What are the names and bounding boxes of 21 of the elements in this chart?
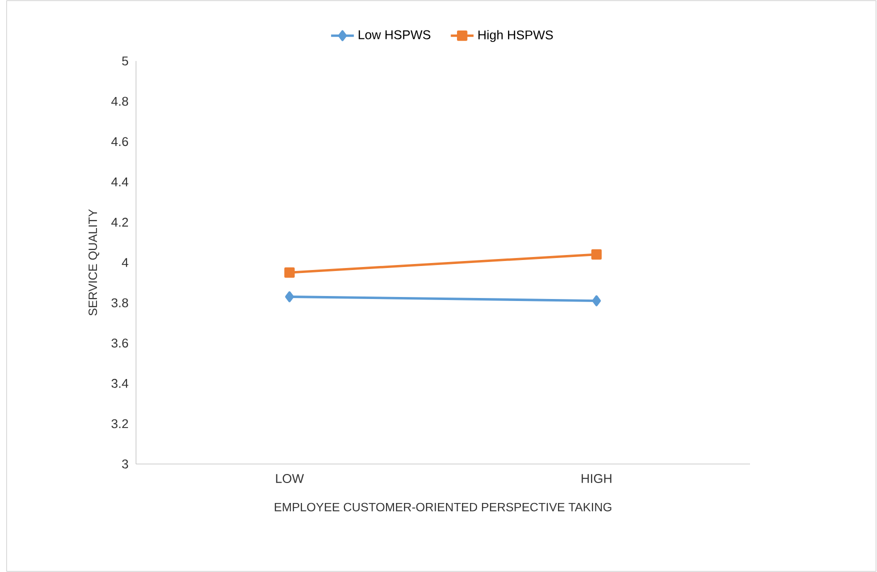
x-axis-title: EMPLOYEE CUSTOMER-ORIENTED PERSPECTIVE TAKING	[274, 502, 612, 512]
legend-label: Low HSPWS	[358, 30, 430, 40]
point	[592, 295, 601, 306]
y-tick-label: 4.6	[111, 137, 128, 146]
y-tick-label: 3.4	[112, 378, 128, 388]
point	[284, 267, 295, 278]
y-tick-label: 4.8	[111, 96, 128, 106]
legend-label: High HSPWS	[478, 30, 553, 42]
x-tick-label: HIGH	[582, 474, 612, 484]
y-tick-label: 3.6	[112, 338, 128, 348]
y-tick-label: 3.8	[112, 298, 128, 308]
point	[285, 291, 294, 302]
y-tick-label: 3	[122, 460, 128, 468]
y-tick-label: 5	[122, 56, 128, 66]
x-tick-label: LOW	[276, 474, 304, 484]
y-axis-title: SERVICE QUALITY	[88, 209, 100, 316]
point	[591, 249, 602, 260]
y-tick-label: 4.2	[111, 218, 128, 227]
y-tick-label: 4.4	[111, 178, 128, 186]
y-tick-label: 4	[122, 258, 128, 267]
y-tick-label: 3.2	[112, 419, 128, 428]
